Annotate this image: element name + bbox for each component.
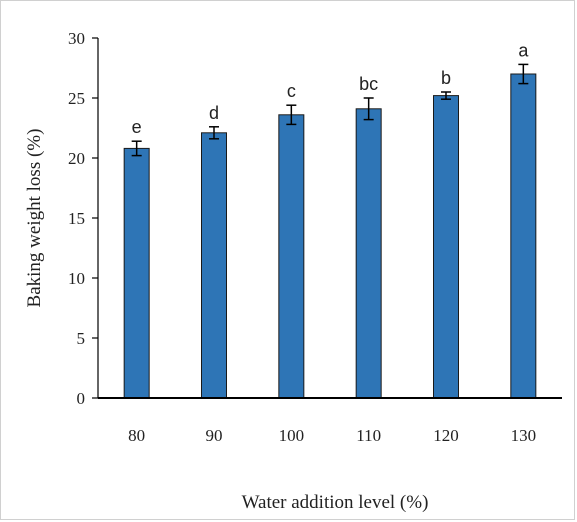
y-tick-label: 10 (68, 269, 85, 288)
y-tick-label: 5 (77, 329, 86, 348)
significance-label: c (287, 81, 296, 101)
bar (433, 95, 459, 399)
significance-labels: e d c bc b a (132, 40, 530, 137)
y-axis-ticks: 0 5 10 15 20 25 30 (68, 29, 98, 408)
bar (278, 114, 305, 399)
y-tick-label: 25 (68, 89, 85, 108)
bar (201, 132, 227, 399)
y-tick-label: 15 (68, 209, 85, 228)
y-axis-title: Baking weight loss (%) (24, 129, 45, 308)
bar (355, 108, 382, 399)
bars (123, 73, 537, 399)
y-tick-label: 0 (77, 389, 86, 408)
x-tick-label: 110 (356, 426, 381, 445)
significance-label: b (441, 68, 451, 88)
significance-label: d (209, 103, 219, 123)
significance-label: a (518, 40, 529, 60)
error-bars (131, 63, 529, 157)
x-axis-ticks: 80 90 100 110 120 130 (128, 426, 536, 445)
significance-label: bc (359, 74, 378, 94)
x-tick-label: 120 (433, 426, 459, 445)
bar (510, 73, 537, 399)
x-tick-label: 90 (206, 426, 223, 445)
x-tick-label: 130 (511, 426, 537, 445)
y-tick-label: 30 (68, 29, 85, 48)
x-tick-label: 80 (128, 426, 145, 445)
x-tick-label: 100 (279, 426, 305, 445)
y-tick-label: 20 (68, 149, 85, 168)
significance-label: e (132, 117, 142, 137)
x-axis-title: Water addition level (%) (242, 492, 429, 513)
bar (123, 147, 150, 399)
